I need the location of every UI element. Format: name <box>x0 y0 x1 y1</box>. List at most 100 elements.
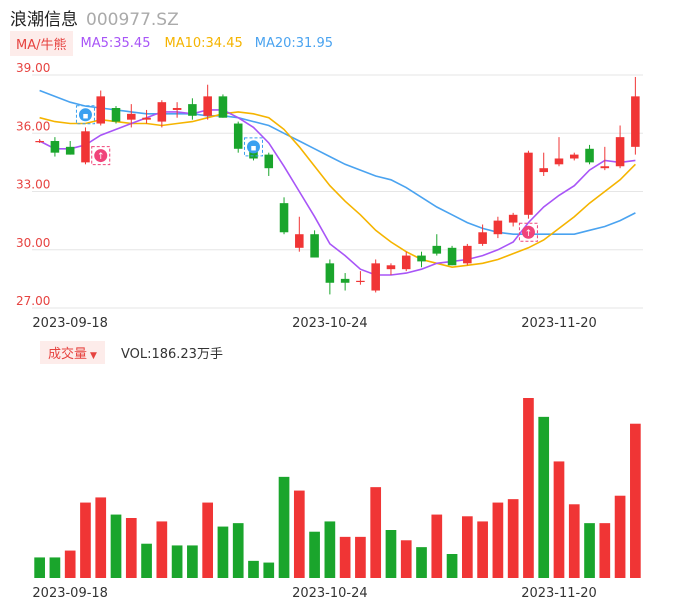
marker-frame <box>243 137 263 157</box>
candle <box>310 230 319 258</box>
candle <box>50 137 60 157</box>
volume-bar <box>507 499 519 578</box>
volume-bar <box>125 518 137 578</box>
candle <box>478 224 487 246</box>
candle <box>96 90 106 126</box>
candle-body <box>600 166 610 169</box>
volume-indicator-label: 成交量 <box>48 346 88 362</box>
volume-legend: 成交量 ▼ VOL:186.23万手 <box>40 340 223 364</box>
candle-body <box>417 255 426 262</box>
candle-body <box>172 108 182 110</box>
volume-bar <box>156 521 168 578</box>
volume-bars <box>34 398 641 578</box>
volume-indicator-dropdown[interactable]: 成交量 ▼ <box>40 340 105 364</box>
candle-body <box>203 96 212 116</box>
candle <box>157 100 167 128</box>
volume-bar <box>202 502 214 578</box>
marker-glyph: ↑ <box>525 229 533 239</box>
candle-body <box>65 146 75 155</box>
candle <box>218 94 228 118</box>
volume-bar <box>141 543 152 578</box>
candle <box>401 251 411 272</box>
candle-body <box>127 113 136 120</box>
candle <box>585 144 594 165</box>
volume-bar <box>416 547 427 578</box>
ma-selector-button[interactable]: MA/牛熊 <box>10 30 73 56</box>
candle-body <box>447 247 457 266</box>
candle-body <box>493 220 503 235</box>
candle-body <box>554 158 564 165</box>
candle <box>65 141 75 155</box>
x-tick-label: 2023-09-18 <box>32 586 108 601</box>
candle-body <box>478 232 487 244</box>
candle <box>142 109 151 124</box>
candle-body <box>96 96 106 124</box>
volume-bar <box>49 557 61 578</box>
ma-lines <box>39 89 636 276</box>
volume-bar <box>248 560 259 578</box>
candle <box>493 216 503 239</box>
volume-date-axis: 2023-09-18 2023-10-24 2023-11-20 <box>32 586 596 601</box>
candle <box>295 216 304 252</box>
candle <box>325 259 335 295</box>
x-tick-label: 2023-11-20 <box>521 316 597 331</box>
candle-body <box>463 245 472 264</box>
candle-body <box>631 96 640 147</box>
candle <box>172 102 182 118</box>
price-axis: 39.00 36.00 33.00 30.00 27.00 <box>16 61 50 308</box>
volume-bar <box>385 530 397 578</box>
candle <box>81 127 90 165</box>
candle <box>508 212 518 227</box>
candle <box>600 146 610 171</box>
candle <box>340 273 350 291</box>
candle-body <box>157 102 167 122</box>
volume-bar <box>278 476 290 578</box>
volume-bar <box>263 562 275 578</box>
candle-body <box>111 108 121 122</box>
candle-body <box>142 117 151 120</box>
volume-bar <box>370 487 382 578</box>
candle-body <box>569 154 579 159</box>
marker-glyph: ▪ <box>82 111 88 121</box>
candle <box>203 84 212 120</box>
candle-body <box>401 255 411 270</box>
candle-body <box>188 104 197 116</box>
volume-bar <box>34 557 45 578</box>
candle-body <box>81 131 90 163</box>
volume-value: VOL:186.23万手 <box>120 346 223 362</box>
ma10-line <box>39 111 636 269</box>
marker-dot <box>246 140 260 154</box>
candle-body <box>264 154 274 169</box>
candle <box>386 263 396 275</box>
candle <box>356 271 365 285</box>
candle <box>569 152 579 161</box>
volume-bar <box>553 461 565 578</box>
volume-bar <box>400 540 412 578</box>
y-tick-label: 39.00 <box>16 61 50 75</box>
candle-body <box>585 148 594 163</box>
candle-body <box>615 137 625 167</box>
volume-bar <box>446 554 458 578</box>
volume-bar <box>95 497 107 578</box>
ma5-line <box>39 109 636 276</box>
candlesticks <box>35 76 640 295</box>
volume-bar <box>80 502 91 578</box>
candle <box>264 152 274 176</box>
ma10-label: MA10:34.45 <box>164 35 243 51</box>
candle-body <box>432 245 442 254</box>
candle <box>432 234 442 256</box>
volume-bar <box>309 531 320 578</box>
candle <box>127 104 136 128</box>
candle <box>233 121 243 153</box>
volume-bar <box>232 523 244 578</box>
volume-bar <box>599 523 611 578</box>
candle-body <box>356 280 365 283</box>
candle-body <box>249 150 258 159</box>
x-tick-label: 2023-11-20 <box>521 586 597 601</box>
candle-body <box>340 278 350 283</box>
volume-bar <box>630 423 641 578</box>
candle-body <box>524 152 533 215</box>
volume-bar <box>64 550 76 578</box>
volume-bar <box>538 416 550 578</box>
